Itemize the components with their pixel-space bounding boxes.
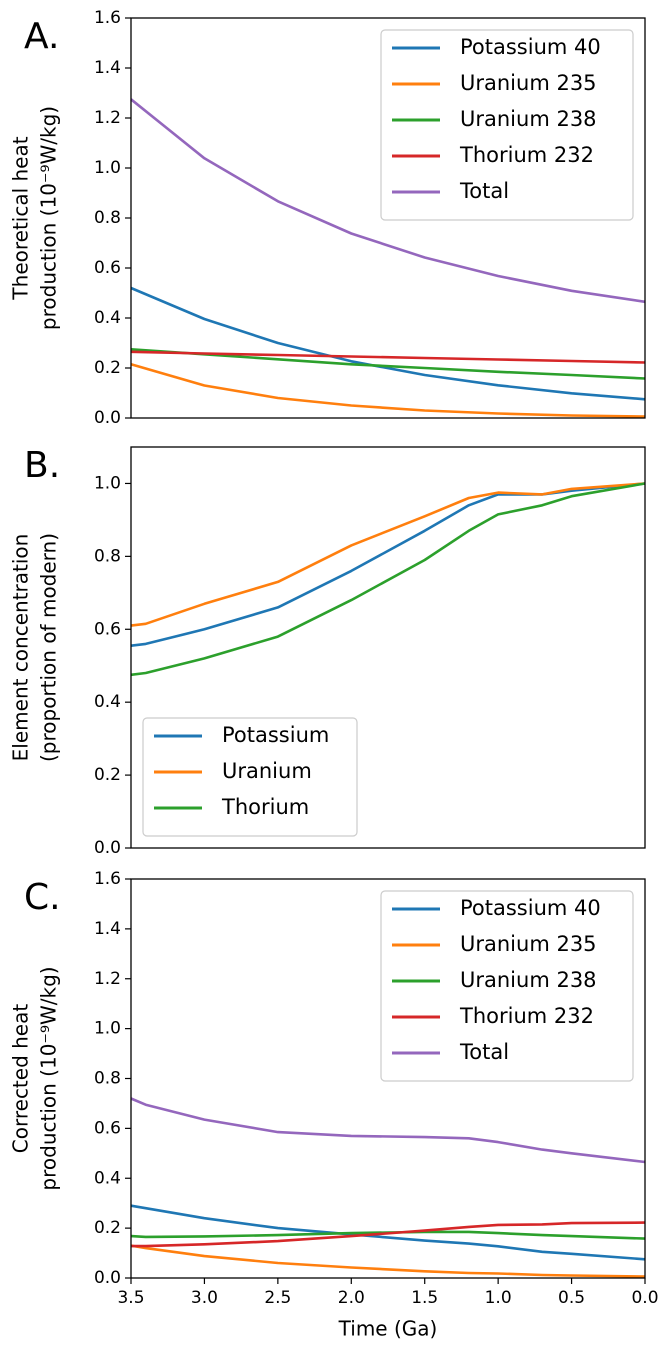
legend-label: Potassium 40 [460, 896, 601, 920]
series-line [131, 1221, 646, 1248]
y-axis-label: production (10⁻⁹W/kg) [37, 966, 61, 1190]
y-axis-label: Theoretical heat [9, 136, 33, 300]
y-tick-label: 1.6 [94, 8, 121, 28]
series-line [130, 363, 646, 418]
series-line [130, 482, 646, 647]
legend-label: Potassium 40 [460, 35, 601, 59]
legend-label: Uranium 235 [460, 71, 597, 95]
x-tick-label: 3.0 [191, 1288, 218, 1308]
panel-label: A. [24, 16, 59, 57]
y-tick-label: 1.0 [94, 473, 121, 493]
y-tick-label: 0.2 [94, 1218, 121, 1238]
y-tick-label: 0.8 [94, 546, 121, 566]
x-tick-label: 1.5 [411, 1288, 438, 1308]
axes-frame [130, 446, 646, 849]
y-tick-label: 0.8 [94, 208, 121, 228]
series-line [130, 482, 646, 677]
legend-label: Uranium 238 [460, 968, 597, 992]
x-tick-label: 0.0 [631, 1288, 658, 1308]
y-axis-label: production (10⁻⁹W/kg) [37, 106, 61, 330]
y-tick-label: 0.2 [94, 358, 121, 378]
legend-label: Uranium [222, 759, 312, 783]
series-line [130, 482, 646, 627]
x-tick-label: 1.0 [485, 1288, 512, 1308]
series-line [130, 1244, 646, 1278]
legend-label: Thorium [221, 795, 309, 819]
y-tick-label: 1.6 [94, 869, 121, 889]
y-tick-label: 0.6 [94, 619, 121, 639]
y-tick-label: 0.0 [94, 838, 121, 858]
series-line [130, 350, 646, 364]
legend-box [380, 29, 634, 221]
y-tick-label: 0.0 [94, 1268, 121, 1288]
y-axis-label: Element concentration [9, 534, 33, 762]
legend-label: Thorium 232 [459, 143, 594, 167]
y-tick-label: 1.2 [94, 969, 121, 989]
y-tick-label: 0.0 [94, 408, 121, 428]
y-tick-label: 0.4 [94, 692, 121, 712]
y-tick-label: 0.2 [94, 765, 121, 785]
y-tick-label: 0.8 [94, 1069, 121, 1089]
y-tick-label: 1.0 [94, 158, 121, 178]
y-tick-label: 0.4 [94, 1168, 121, 1188]
legend-label: Uranium 238 [460, 107, 597, 131]
y-tick-label: 1.4 [94, 58, 121, 78]
y-tick-label: 0.6 [94, 258, 121, 278]
series-line [130, 348, 646, 380]
series-line [130, 1097, 646, 1164]
series-line [130, 286, 646, 401]
x-tick-label: 3.5 [117, 1288, 144, 1308]
x-tick-label: 2.5 [264, 1288, 291, 1308]
series-line [130, 98, 646, 304]
y-tick-label: 1.0 [94, 1019, 121, 1039]
panel-label: B. [24, 445, 60, 486]
axes-frame [130, 878, 646, 1279]
legend-label: Thorium 232 [459, 1004, 594, 1028]
y-tick-label: 1.2 [94, 108, 121, 128]
y-tick-label: 0.4 [94, 308, 121, 328]
y-tick-label: 1.4 [94, 919, 121, 939]
x-tick-label: 0.5 [558, 1288, 585, 1308]
y-tick-label: 0.6 [94, 1118, 121, 1138]
y-axis-label: Corrected heat [9, 1004, 33, 1154]
legend-label: Total [459, 1040, 509, 1064]
panel-label: C. [24, 877, 61, 918]
axes-frame [130, 17, 646, 419]
x-tick-label: 2.0 [338, 1288, 365, 1308]
x-axis-label: Time (Ga) [338, 1317, 438, 1341]
legend-box [380, 890, 634, 1082]
series-line [130, 1204, 646, 1261]
legend-label: Uranium 235 [460, 932, 597, 956]
legend-label: Total [459, 179, 509, 203]
legend-label: Potassium [222, 723, 329, 747]
y-axis-label: (proportion of modern) [37, 533, 61, 762]
